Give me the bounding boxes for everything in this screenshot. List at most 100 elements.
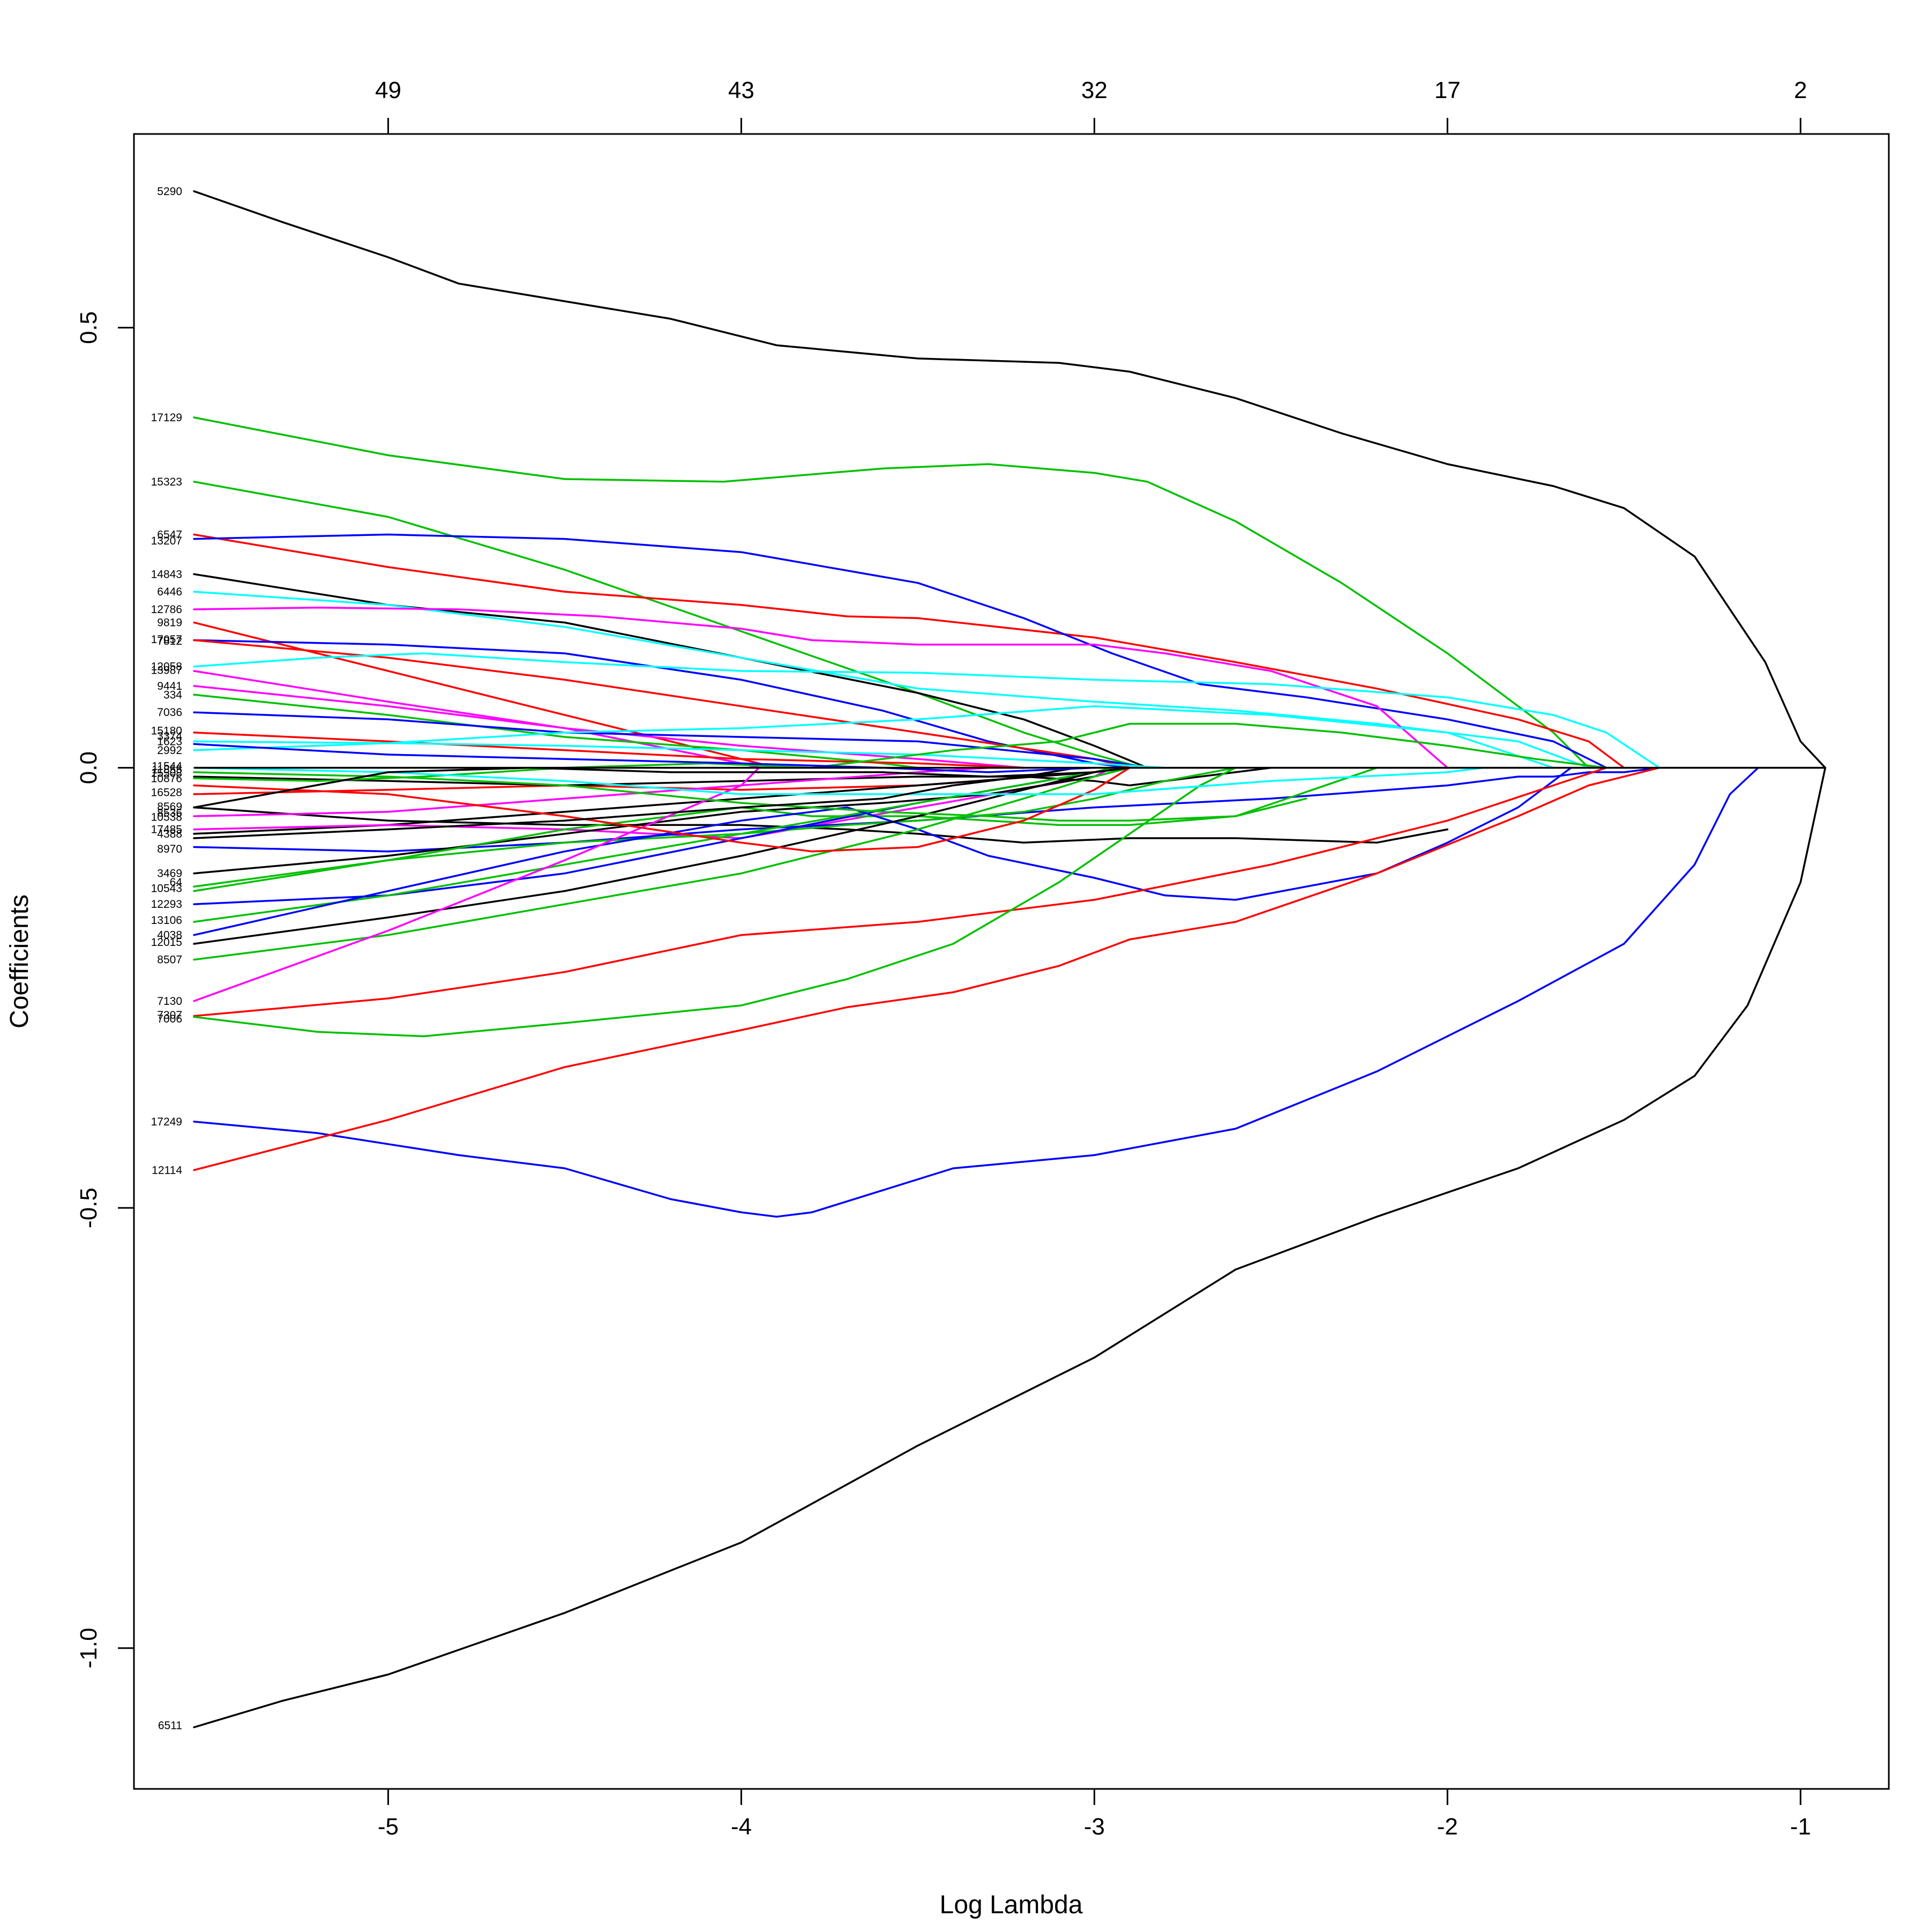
series-line-17249 — [193, 766, 1759, 1218]
coefficient-label: 13106 — [151, 914, 182, 927]
series-line-6511 — [193, 766, 1827, 1728]
coefficient-label: 2992 — [157, 744, 182, 757]
y-tick-label: 0.5 — [76, 311, 102, 344]
series-line-unlabeled-42 — [193, 766, 1131, 853]
x-tick-label: -2 — [1437, 1814, 1458, 1840]
series-layer — [193, 190, 1827, 1728]
series-line-2992 — [193, 705, 1554, 769]
series-line-334 — [193, 693, 919, 769]
series-line-9441 — [193, 685, 1025, 769]
top-tick-label: 32 — [1081, 77, 1108, 103]
series-line-7036 — [193, 711, 1148, 769]
coefficient-label: 4038 — [157, 929, 182, 942]
coefficient-label: 7006 — [157, 1013, 182, 1025]
top-tick-label: 2 — [1794, 77, 1807, 103]
series-line-12015 — [193, 766, 1131, 945]
series-line-unlabeled-44 — [193, 766, 1078, 839]
series-line-unlabeled-43 — [193, 766, 1484, 795]
coefficient-label: 7130 — [157, 995, 182, 1008]
coefficient-label: 14843 — [151, 568, 182, 580]
coefficient-label: 12114 — [152, 1164, 182, 1176]
series-line-13207 — [193, 533, 1608, 769]
series-line-12114 — [193, 766, 1661, 1172]
y-axis-left: -1.0 -0.5 0.0 0.5 — [76, 311, 135, 1668]
series-line-15323 — [193, 481, 1148, 769]
coefficient-label: 10538 — [151, 811, 182, 824]
x-tick-label: -3 — [1084, 1814, 1105, 1840]
coefficient-label: 12058 — [151, 661, 182, 673]
coefficient-label: 3374 — [157, 730, 182, 743]
top-tick-label: 17 — [1434, 77, 1461, 103]
coefficient-label: 4388 — [157, 828, 182, 840]
coefficient-label: 6547 — [157, 528, 182, 541]
plot-frame — [133, 133, 1890, 1790]
coefficient-label: 10543 — [151, 883, 182, 895]
coefficient-label: 12786 — [151, 603, 182, 616]
coefficient-label: 64 — [170, 876, 183, 889]
series-line-64 — [193, 766, 1378, 892]
top-tick-label: 49 — [375, 77, 401, 103]
series-line-9819 — [193, 621, 778, 769]
series-line-5290 — [193, 190, 1827, 769]
coefficient-label: 1623 — [157, 735, 182, 748]
coefficient-label: 10876 — [151, 772, 182, 785]
coefficient-label: 8970 — [157, 843, 182, 855]
coefficient-label: 3469 — [157, 868, 182, 880]
series-line-unlabeled-45 — [193, 743, 1096, 773]
coefficient-label: 7307 — [157, 1009, 182, 1021]
y-tick-label: -1.0 — [76, 1628, 102, 1668]
x-axis-bottom: -5 -4 -3 -2 -1 — [378, 1788, 1811, 1840]
coefficient-label: 5290 — [157, 185, 182, 198]
coefficient-label: 7812 — [157, 635, 182, 647]
series-line-7307 — [193, 766, 1608, 1017]
coefficient-label: 334 — [163, 689, 182, 701]
coefficient-label: 17129 — [151, 412, 182, 424]
coefficient-label: 8507 — [157, 954, 182, 966]
series-line-17129 — [193, 416, 1590, 769]
coefficient-label: 17057 — [151, 633, 182, 646]
series-line-12058 — [193, 652, 1661, 769]
coefficient-label: 13987 — [151, 664, 182, 676]
x-axis-top: 49 43 32 17 2 — [375, 77, 1807, 135]
y-axis-title: Coefficients — [5, 894, 34, 1028]
series-line-13987 — [193, 670, 760, 769]
series-line-12786 — [193, 606, 1449, 769]
coefficient-label: 17249 — [151, 1116, 182, 1128]
coefficient-label: 13207 — [151, 535, 182, 547]
coefficient-label: 11544 — [152, 760, 182, 772]
series-line-4038 — [193, 766, 1572, 936]
coefficient-label: 7036 — [157, 706, 182, 719]
y-tick-label: 0.0 — [76, 751, 102, 784]
series-line-8507 — [193, 766, 1131, 961]
coefficient-label: 15508 — [151, 767, 182, 779]
series-line-6547 — [193, 533, 1625, 769]
series-line-unlabeled-41 — [193, 771, 1307, 822]
coefficient-label: 8536 — [157, 807, 182, 819]
coefficient-label: 12015 — [151, 936, 182, 949]
series-line-15180 — [193, 732, 1025, 769]
x-axis-title: Log Lambda — [940, 1891, 1083, 1919]
coefficient-label: 16528 — [151, 787, 182, 799]
series-line-10538 — [193, 766, 990, 817]
coefficient-label: 9819 — [157, 617, 182, 629]
coefficient-label: 6511 — [158, 1720, 182, 1732]
series-line-17057 — [193, 639, 1131, 769]
top-tick-label: 43 — [728, 77, 754, 103]
y-tick-label: -0.5 — [76, 1188, 102, 1228]
x-tick-label: -5 — [378, 1814, 399, 1840]
coefficient-label: 8569 — [157, 801, 182, 813]
series-line-7130 — [193, 766, 760, 1002]
x-tick-label: -1 — [1790, 1814, 1811, 1840]
series-line-10543 — [193, 766, 1237, 888]
coefficient-label: 11855 — [152, 764, 182, 776]
series-line-7006 — [193, 766, 1237, 1038]
coefficient-label: 9441 — [157, 680, 182, 692]
series-line-unlabeled-46 — [193, 766, 1131, 809]
x-tick-label: -4 — [731, 1814, 752, 1840]
coefficient-label: 15323 — [151, 476, 182, 488]
coefficient-label: 12293 — [151, 898, 182, 911]
coefficient-label: 15180 — [151, 725, 182, 737]
coefficient-label: 6446 — [157, 586, 182, 598]
